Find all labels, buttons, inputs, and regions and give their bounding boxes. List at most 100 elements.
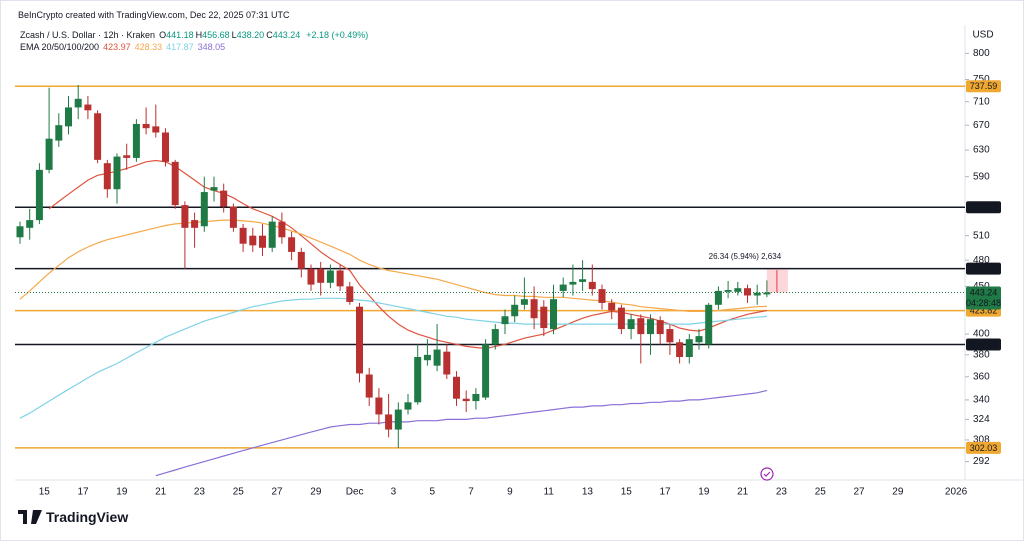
- candle-body: [113, 156, 121, 190]
- x-tick-label: 11: [543, 487, 554, 498]
- ohlc-value: 456.68: [202, 30, 230, 40]
- candle-body: [74, 98, 82, 108]
- candle-body: [443, 351, 451, 375]
- candle-body: [65, 107, 72, 127]
- y-tick-label: 710: [973, 96, 990, 107]
- y-tick-label: 324: [973, 414, 990, 425]
- candle-body: [297, 251, 305, 269]
- candle-body: [705, 304, 713, 345]
- symbol: Zcash / U.S. Dollar · 12h · Kraken: [20, 30, 156, 40]
- y-tick-label: 292: [973, 456, 990, 467]
- x-tick-label: 27: [271, 487, 283, 498]
- y-tick-label: 480: [973, 255, 990, 266]
- x-tick-label: 29: [892, 487, 904, 498]
- candle-body: [685, 339, 693, 358]
- x-tick-label: 23: [776, 487, 788, 498]
- candle-body: [200, 192, 208, 227]
- level-label: 302.03: [970, 443, 998, 453]
- x-tick-label: 13: [582, 487, 594, 498]
- level-tag: [966, 338, 1001, 351]
- ohlc-key: C: [266, 30, 273, 40]
- candle-body: [103, 163, 111, 190]
- level-tag: [966, 262, 1001, 275]
- x-tick-label: 25: [815, 487, 827, 498]
- candle-body: [35, 169, 43, 221]
- legend-row: EMA 20/50/100/200 423.97 428.33 417.87 348.0…: [20, 41, 368, 53]
- x-tick-label: 2026: [945, 487, 968, 498]
- x-tick-label: 29: [310, 487, 322, 498]
- candle-body: [666, 329, 674, 343]
- candle-body: [162, 132, 169, 162]
- candle-body: [326, 270, 334, 283]
- candle-body: [16, 226, 24, 238]
- x-tick-label: 27: [853, 487, 865, 498]
- candle-body: [346, 286, 354, 302]
- y-tick-label: 630: [973, 145, 990, 156]
- x-tick-label: 21: [737, 487, 749, 498]
- x-tick-label: 17: [659, 487, 671, 498]
- candle-body: [550, 299, 557, 330]
- y-tick-label: 380: [973, 350, 990, 361]
- last-price-label: 443.24: [970, 287, 998, 297]
- brand-name: TradingView: [46, 509, 129, 525]
- candle-body: [763, 292, 771, 295]
- event-icon: [760, 467, 774, 481]
- ema-value: 428.33: [134, 42, 163, 52]
- y-tick-label: 590: [973, 171, 990, 182]
- candle-body: [307, 268, 315, 285]
- x-tick-label: 23: [194, 487, 206, 498]
- candle-body: [753, 292, 761, 296]
- candle-body: [385, 414, 393, 430]
- candle-body: [462, 398, 470, 402]
- level-tag: [966, 441, 1001, 454]
- x-tick-label: 3: [391, 487, 397, 498]
- candle-body: [123, 155, 131, 158]
- candle-body: [608, 302, 616, 311]
- candle-body: [676, 342, 684, 358]
- candle-body: [229, 206, 237, 228]
- candle-body: [637, 318, 645, 335]
- x-tick-label: 15: [39, 487, 51, 498]
- y-tick-label: 750: [973, 74, 990, 85]
- ema-line: [19, 297, 767, 419]
- candle-body: [171, 161, 179, 206]
- ohlc: O441.18 H456.68 L438.20 C443.24: [155, 30, 302, 40]
- x-tick-label: 15: [621, 487, 633, 498]
- candle-body: [714, 290, 722, 305]
- last-price-tag: [966, 286, 1001, 310]
- legend: Zcash / U.S. Dollar · 12h · Kraken O441.1…: [20, 29, 368, 53]
- candle-body: [656, 320, 664, 335]
- y-tick-label: 670: [973, 120, 990, 131]
- x-tick-label: 21: [155, 487, 167, 498]
- candle-body: [317, 268, 325, 283]
- candle-body: [695, 336, 703, 343]
- candle-body: [210, 187, 218, 191]
- ohlc-value: 443.24: [272, 30, 301, 40]
- level-tag: [966, 201, 1001, 214]
- candle-body: [191, 220, 199, 228]
- candle-body: [511, 304, 519, 317]
- level-label: 737.59: [970, 81, 998, 91]
- x-tick-label: Dec: [346, 487, 364, 498]
- candle-body: [569, 281, 577, 285]
- candle-body: [26, 220, 34, 228]
- candle-body: [132, 123, 140, 158]
- ohlc-value: 441.18: [166, 30, 194, 40]
- candle-body: [278, 221, 286, 238]
- candle-body: [94, 113, 102, 160]
- candle-body: [744, 288, 751, 296]
- candle-body: [588, 281, 596, 290]
- brand: TradingView: [18, 509, 128, 525]
- ema-value: 423.97: [103, 42, 131, 52]
- y-tick-label: 308: [973, 435, 990, 446]
- candle-body: [423, 354, 431, 361]
- candle-body: [45, 138, 53, 170]
- candle-body: [627, 319, 635, 330]
- candle-body: [375, 397, 383, 415]
- brand-logo: [18, 510, 42, 524]
- candle-body: [152, 126, 160, 133]
- x-tick-label: 19: [698, 487, 710, 498]
